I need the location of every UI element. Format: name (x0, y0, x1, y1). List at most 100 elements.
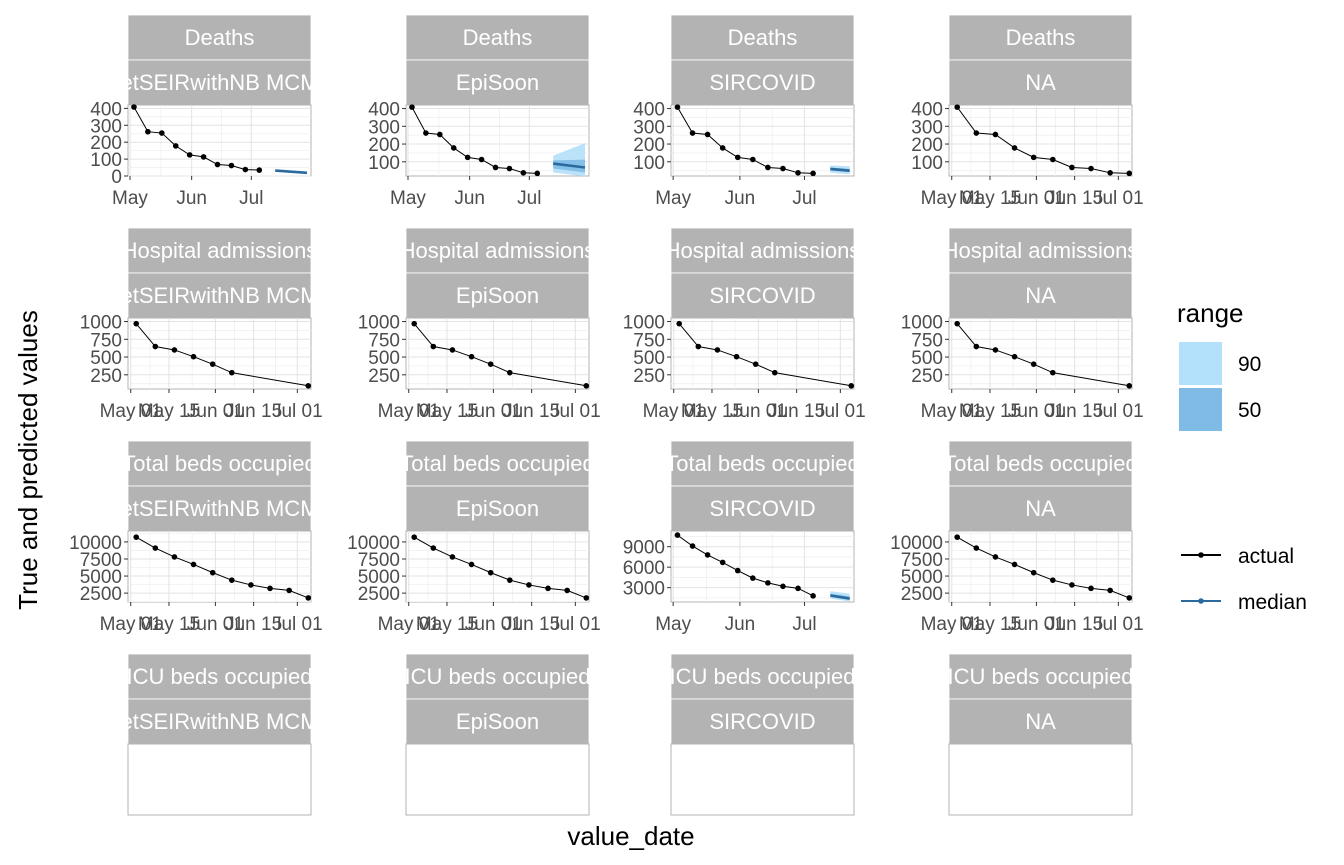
legend-point-key (1198, 552, 1204, 558)
actual-point (1088, 585, 1094, 592)
facet-strip (670, 14, 855, 61)
y-tick-label: 2500 (901, 584, 943, 605)
x-tick-label: Jun 01 (1008, 401, 1065, 422)
facet-panel: ICU beds occupied DetSEIRwithNB MCMC (127, 653, 312, 816)
facet-panel: Hospital admissions DetSEIRwithNB MCMC 250… (80, 227, 323, 422)
actual-line (677, 106, 814, 174)
x-tick-label: Jun 15 (1046, 614, 1103, 635)
actual-point (468, 353, 475, 360)
actual-point (674, 532, 681, 538)
facet-col-label: NA (1025, 496, 1056, 521)
actual-point (795, 585, 801, 592)
actual-point (704, 552, 711, 558)
actual-point (992, 131, 999, 138)
x-tick-label: May 15 (959, 614, 1021, 635)
y-tick-label: 3000 (623, 579, 665, 600)
y-tick-label: 6000 (623, 558, 665, 579)
y-tick-label: 750 (633, 330, 665, 351)
panel-background (948, 104, 1133, 177)
facet-row-label: ICU beds occupied (405, 664, 591, 689)
facet-strip (405, 227, 590, 274)
panel-background (670, 317, 855, 390)
actual-point (780, 583, 786, 590)
x-tick-label: May (655, 188, 691, 209)
y-tick-label: 7500 (80, 550, 122, 571)
x-tick-label: Jun 15 (503, 401, 560, 422)
y-tick-label: 400 (368, 100, 400, 121)
x-tick-label: Jun 01 (730, 401, 787, 422)
y-tick-label: 1000 (358, 313, 400, 334)
actual-point (1049, 369, 1056, 376)
actual-point (583, 595, 590, 601)
actual-point (305, 383, 312, 389)
y-tick-label: 7500 (358, 550, 400, 571)
actual-point (674, 104, 681, 110)
x-tick-label: Jul 01 (1093, 188, 1144, 209)
actual-point (133, 320, 139, 327)
actual-point (159, 130, 165, 136)
y-tick-label: 200 (90, 133, 122, 154)
actual-point (267, 585, 273, 592)
facet-row-label: Hospital admissions (400, 238, 596, 263)
actual-point (228, 577, 235, 583)
facet-strip (670, 272, 855, 319)
actual-point (1030, 361, 1037, 367)
actual-point (487, 361, 494, 367)
actual-line (677, 534, 814, 597)
facet-strip (405, 653, 590, 700)
actual-point (1011, 561, 1018, 568)
facet-strip (670, 698, 855, 745)
x-tick-label: Jun 01 (1008, 188, 1065, 209)
actual-point (186, 152, 193, 158)
actual-point (676, 320, 682, 327)
x-tick-label: May 01 (100, 614, 162, 635)
actual-point (973, 545, 980, 551)
legend-label: 50 (1238, 399, 1261, 422)
facet-strip (405, 14, 590, 61)
actual-point (545, 585, 551, 592)
panel-background (127, 317, 312, 390)
x-tick-label: Jul 01 (550, 401, 601, 422)
panel-background (948, 317, 1133, 390)
actual-point (810, 170, 816, 177)
y-axis-title: True and predicted values (13, 310, 43, 610)
actual-point (423, 130, 429, 136)
panel-background (670, 104, 855, 177)
x-tick-label: May (112, 188, 148, 209)
facet-strip (127, 14, 312, 61)
actual-line (956, 536, 1130, 599)
x-tick-label: May 15 (959, 188, 1021, 209)
y-tick-label: 500 (633, 348, 665, 369)
facet-row-label: Total beds occupied (665, 451, 859, 476)
y-tick-label: 5000 (901, 567, 943, 588)
actual-point (992, 554, 999, 560)
y-tick-label: 250 (90, 366, 122, 387)
actual-point (209, 361, 216, 367)
facet-panel: ICU beds occupied NA (948, 653, 1133, 816)
actual-point (1030, 569, 1037, 576)
facet-strip (127, 653, 312, 700)
x-tick-label: Jul (517, 188, 541, 209)
median-line (553, 162, 586, 169)
y-tick-label: 5000 (80, 567, 122, 588)
facet-col-label: NA (1025, 70, 1056, 95)
actual-point (810, 593, 816, 599)
x-tick-label: May 01 (921, 614, 983, 635)
facet-strip (405, 698, 590, 745)
y-tick-label: 400 (90, 99, 122, 120)
y-tick-label: 10000 (347, 533, 400, 554)
x-tick-label: Jun (725, 188, 756, 209)
actual-point (1011, 145, 1018, 151)
x-tick-label: May 15 (416, 401, 478, 422)
facet-col-label: EpiSoon (456, 283, 539, 308)
actual-line (956, 106, 1130, 174)
facet-col-label: NA (1025, 709, 1056, 734)
y-tick-label: 300 (911, 117, 943, 138)
facet-row-label: Hospital admissions (665, 238, 861, 263)
median-line (275, 169, 308, 175)
y-tick-label: 250 (911, 366, 943, 387)
